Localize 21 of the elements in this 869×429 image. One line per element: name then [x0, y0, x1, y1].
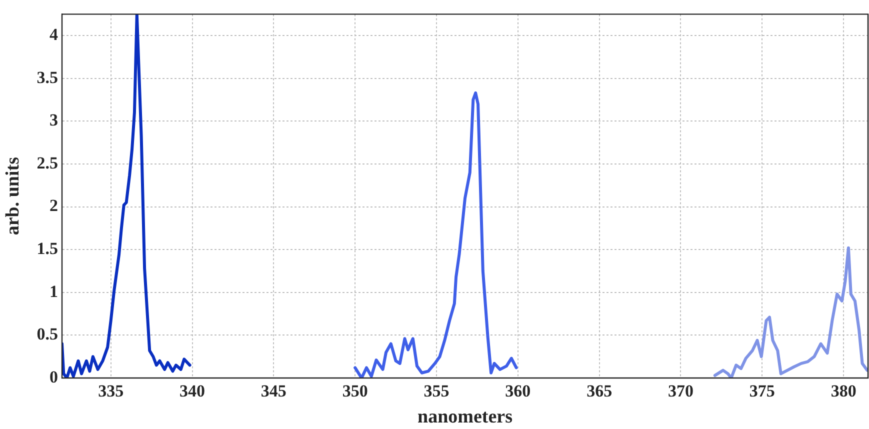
y-tick-label: 0.5: [36, 324, 58, 344]
x-tick-label: 335: [98, 382, 124, 401]
y-tick-label: 0: [50, 367, 58, 386]
x-tick-label: 340: [180, 382, 206, 401]
x-tick-label: 380: [830, 382, 856, 401]
x-tick-label: 375: [749, 382, 775, 401]
y-tick-label: 2.5: [36, 153, 58, 172]
y-axis-title: arb. units: [2, 157, 24, 236]
y-tick-label: 2: [50, 196, 58, 216]
x-tick-label: 370: [668, 382, 694, 401]
x-tick-label: 350: [342, 382, 368, 401]
y-tick-label: 3.5: [36, 68, 58, 87]
y-tick-label: 1: [50, 282, 58, 301]
y-tick-label: 4: [50, 24, 58, 44]
x-tick-label: 360: [505, 382, 531, 401]
x-axis-title: nanometers: [418, 406, 512, 428]
x-tick-label: 365: [586, 382, 612, 401]
x-tick-label: 345: [260, 382, 286, 401]
x-tick-label: 355: [424, 382, 450, 401]
y-tick-label: 1.5: [36, 238, 58, 258]
y-tick-label: 3: [50, 110, 58, 130]
